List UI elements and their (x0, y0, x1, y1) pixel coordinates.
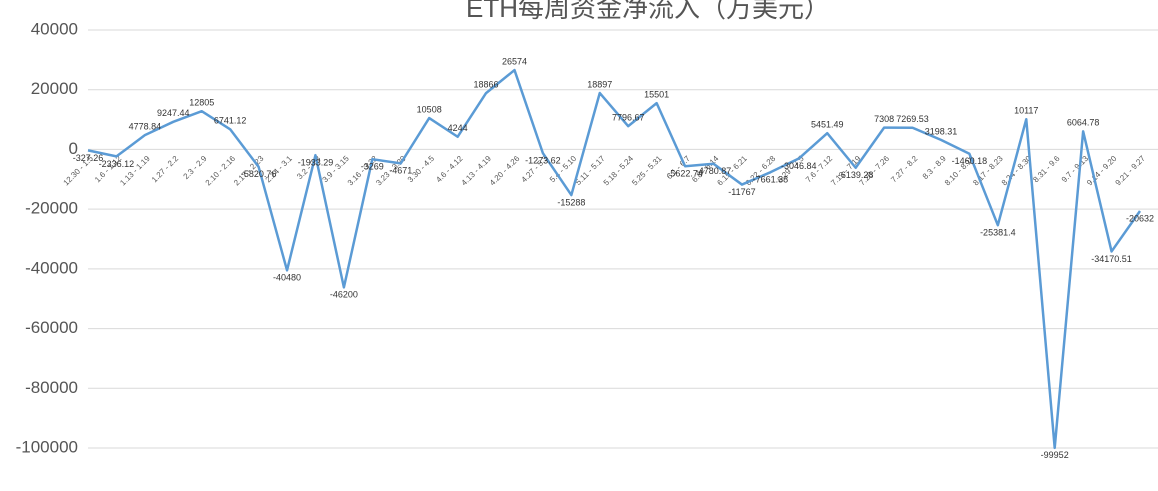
x-tick-label: 2.3 - 2.9 (182, 154, 210, 182)
data-label: -46200 (330, 290, 358, 300)
x-tick-label: 8.3 - 8.9 (921, 154, 949, 182)
data-label: -20632 (1126, 213, 1154, 223)
data-label: -4671 (389, 166, 412, 176)
data-label: -3046.84 (781, 161, 817, 171)
data-label: 12805 (189, 98, 214, 108)
y-tick-label: 20000 (31, 79, 78, 98)
x-tick-label: 9.21 - 9.27 (1113, 154, 1147, 188)
y-tick-label: -80000 (25, 378, 78, 397)
y-tick-label: 40000 (31, 19, 78, 38)
data-label: 3198.31 (925, 126, 958, 136)
y-tick-label: -60000 (25, 318, 78, 337)
data-label: -34170.51 (1091, 254, 1132, 264)
data-label: -5820.76 (241, 169, 277, 179)
data-label: 10508 (417, 104, 442, 114)
data-label: -4780.87 (696, 166, 732, 176)
data-label: -25381.4 (980, 228, 1016, 238)
data-label: -327.26 (73, 153, 104, 163)
data-label: 4778.84 (129, 122, 162, 132)
data-label: 4244 (448, 123, 468, 133)
chart-title: ETH每周资金净流入（万美元） (466, 0, 830, 23)
data-label: -1460.18 (952, 156, 988, 166)
x-tick-label: 4.20 - 4.26 (488, 154, 522, 188)
data-label: 5451.49 (811, 120, 844, 130)
data-label: 18897 (587, 79, 612, 89)
data-label: -99952 (1041, 450, 1069, 460)
y-tick-label: 0 (69, 139, 78, 158)
x-tick-label: 7.27 - 8.2 (889, 154, 920, 185)
data-label: 15501 (644, 90, 669, 100)
data-label: 7269.53 (896, 114, 929, 124)
data-label: 9247.44 (157, 108, 190, 118)
data-label: -1273.62 (525, 156, 561, 166)
data-label: 6064.78 (1067, 118, 1100, 128)
data-label: -6139.28 (838, 170, 874, 180)
x-tick-label: 8.31 - 9.6 (1031, 154, 1062, 185)
data-label: 7308 (874, 114, 894, 124)
data-label: -3269 (361, 162, 384, 172)
data-label: -7661.38 (753, 175, 789, 185)
data-label: -2336.12 (99, 159, 135, 169)
data-label: -5622.74 (667, 169, 703, 179)
x-tick-label: 5.25 - 5.31 (630, 154, 664, 188)
x-tick-label: 1.27 - 2.2 (150, 154, 181, 185)
data-label: -1933.29 (298, 158, 334, 168)
data-label: 7796.67 (612, 113, 645, 123)
data-label: 18866 (474, 79, 499, 89)
data-label: -40480 (273, 273, 301, 283)
data-label: -15288 (557, 197, 585, 207)
data-label: -11767 (728, 187, 755, 197)
y-tick-label: -100000 (16, 437, 78, 456)
y-tick-label: -40000 (25, 258, 78, 277)
data-line (87, 68, 1142, 450)
data-label: 10117 (1014, 106, 1038, 116)
data-label: 26574 (502, 56, 527, 66)
y-tick-label: -20000 (25, 199, 78, 218)
data-label: 6741.12 (214, 116, 247, 126)
